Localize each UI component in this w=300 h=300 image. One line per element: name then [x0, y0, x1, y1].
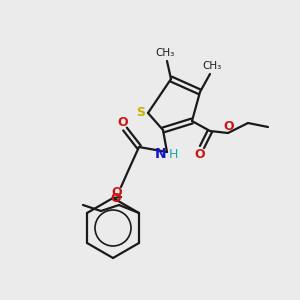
Text: CH₃: CH₃ [155, 48, 175, 58]
Text: S: S [136, 106, 146, 118]
Text: O: O [195, 148, 205, 160]
Text: O: O [112, 187, 122, 200]
Text: O: O [111, 193, 121, 206]
Text: H: H [168, 148, 178, 160]
Text: CH₃: CH₃ [202, 61, 222, 71]
Text: O: O [118, 116, 128, 130]
Text: O: O [224, 121, 234, 134]
Text: N: N [155, 147, 167, 161]
